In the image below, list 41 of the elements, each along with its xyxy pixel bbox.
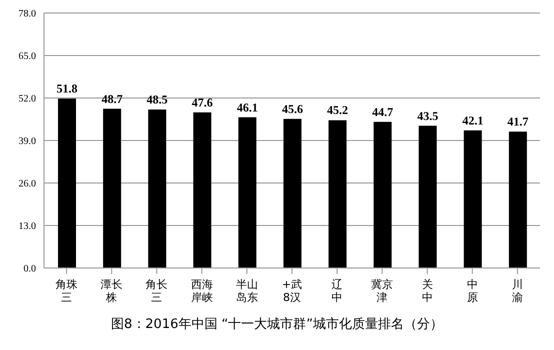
data-label: 43.5 xyxy=(417,108,438,123)
x-tick-label: 角长三 xyxy=(146,278,168,304)
data-label: 48.7 xyxy=(102,92,123,106)
x-tick-label: 关中 xyxy=(422,278,433,304)
bar xyxy=(508,132,527,268)
x-tick-label: 中原 xyxy=(466,278,478,304)
bar xyxy=(148,109,166,268)
y-tick-label: 65.0 xyxy=(18,51,36,62)
y-tick-label: 0.0 xyxy=(24,264,36,275)
bar xyxy=(238,117,256,268)
x-tick-label: 半山岛东 xyxy=(236,278,258,304)
bar xyxy=(464,130,482,268)
bar xyxy=(103,108,122,268)
data-label: 45.2 xyxy=(327,103,348,118)
bar xyxy=(193,112,212,268)
data-label: 42.1 xyxy=(462,113,484,128)
text: 图8：2016年中国 “十一大城市群”城市化质量排名（分） xyxy=(110,316,444,333)
bar xyxy=(418,126,437,268)
x-tick-label: 角珠三 xyxy=(56,278,78,304)
data-label: 48.5 xyxy=(146,92,168,106)
x-tick-label: 辽中 xyxy=(332,278,343,304)
data-label: 51.8 xyxy=(56,82,78,96)
bar xyxy=(283,118,302,268)
bar xyxy=(328,120,347,268)
y-tick-label: 39.0 xyxy=(18,136,36,148)
y-tick-label: 78.0 xyxy=(18,8,36,20)
y-tick-label: 52.0 xyxy=(18,94,36,105)
y-tick-label: 26.0 xyxy=(18,178,36,190)
y-tick-label: 13.0 xyxy=(18,221,36,232)
data-label: 41.7 xyxy=(507,114,528,129)
bar xyxy=(58,98,76,268)
data-label: 45.6 xyxy=(282,102,303,116)
bar xyxy=(374,122,392,268)
data-label: 44.7 xyxy=(372,104,394,119)
x-tick-label: 冀京津 xyxy=(371,278,394,304)
x-tick-label: 潭长株 xyxy=(100,278,123,304)
data-label: 47.6 xyxy=(192,95,213,110)
data-label: 46.1 xyxy=(236,100,258,114)
x-tick-label: 西海岸峡 xyxy=(190,278,213,304)
x-tick-label: 川渝 xyxy=(512,278,523,304)
x-tick-label: +武8汉 xyxy=(282,278,302,304)
